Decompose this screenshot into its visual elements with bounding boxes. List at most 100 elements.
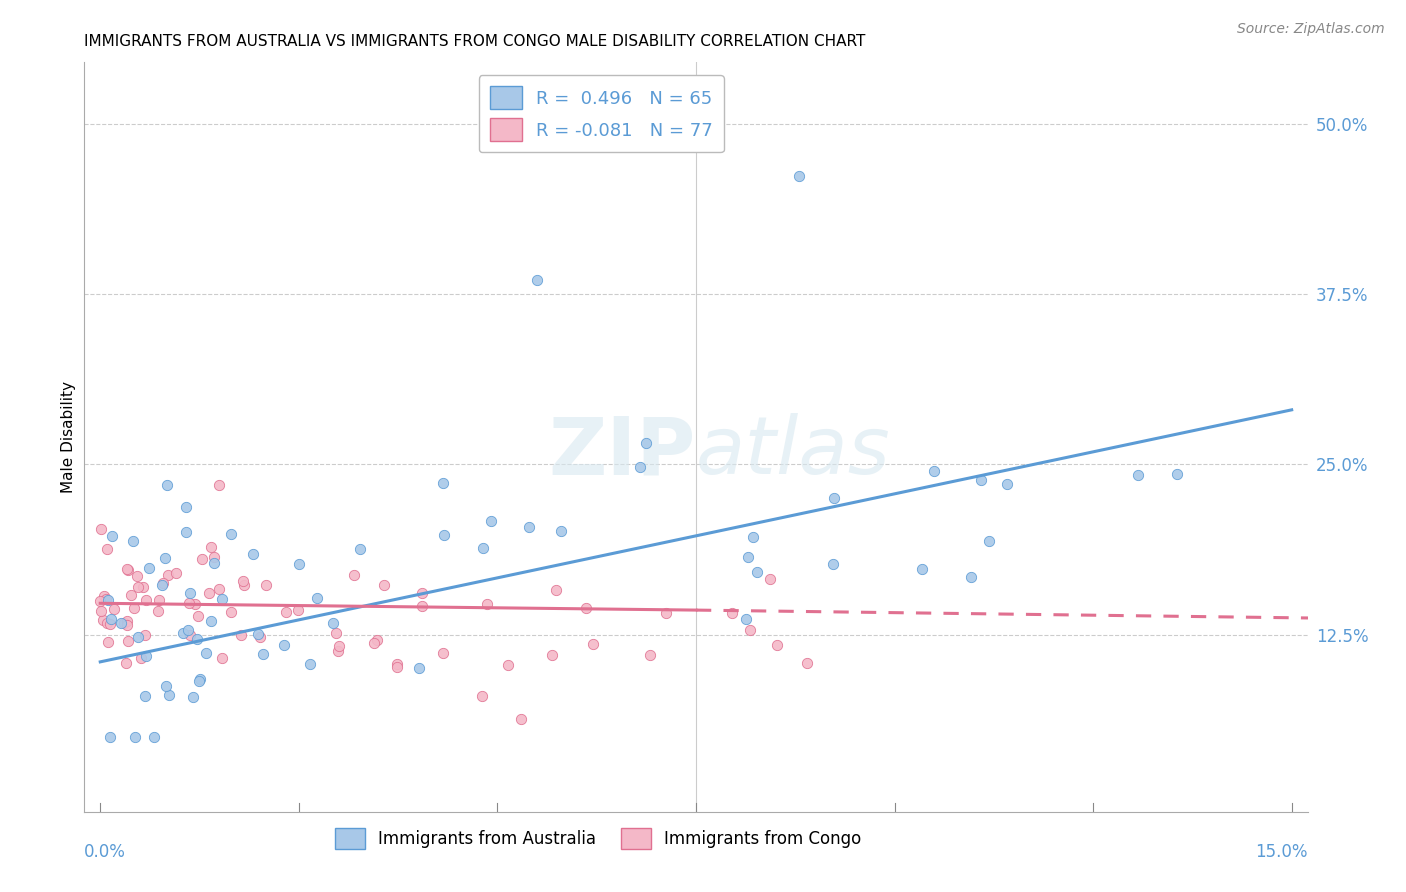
- Point: [177, 596, 200, 610]
- Point: [117, 562, 139, 576]
- Point: [541, 648, 564, 662]
- Point: [115, 618, 138, 632]
- Point: [188, 673, 211, 688]
- Point: [200, 614, 222, 628]
- Point: [232, 578, 254, 592]
- Text: Source: ZipAtlas.com: Source: ZipAtlas.com: [1237, 22, 1385, 37]
- Point: [575, 600, 598, 615]
- Point: [98, 617, 121, 632]
- Point: [628, 460, 651, 475]
- Point: [211, 591, 233, 606]
- Point: [274, 606, 297, 620]
- Point: [922, 464, 945, 478]
- Point: [823, 491, 845, 505]
- Point: [470, 689, 492, 703]
- Point: [94, 592, 117, 607]
- Point: [96, 541, 118, 556]
- Point: [177, 623, 200, 637]
- Point: [737, 549, 759, 564]
- Point: [135, 592, 157, 607]
- Point: [97, 635, 120, 649]
- Point: [526, 273, 548, 287]
- Point: [387, 659, 409, 673]
- Point: [496, 658, 519, 673]
- Point: [186, 632, 208, 646]
- Point: [90, 522, 112, 536]
- Point: [433, 528, 456, 542]
- Point: [960, 570, 983, 584]
- Point: [179, 586, 201, 600]
- Point: [155, 550, 177, 565]
- Point: [517, 519, 540, 533]
- Point: [208, 582, 231, 596]
- Point: [152, 575, 174, 590]
- Point: [432, 647, 454, 661]
- Point: [742, 530, 765, 544]
- Point: [211, 650, 233, 665]
- Point: [411, 599, 433, 614]
- Point: [745, 566, 768, 580]
- Point: [979, 533, 1001, 548]
- Point: [134, 628, 156, 642]
- Legend: Immigrants from Australia, Immigrants from Congo: Immigrants from Australia, Immigrants fr…: [328, 822, 869, 855]
- Point: [766, 638, 789, 652]
- Point: [363, 636, 385, 650]
- Point: [155, 679, 177, 693]
- Point: [146, 604, 169, 618]
- Point: [188, 672, 211, 686]
- Point: [115, 614, 138, 628]
- Point: [127, 631, 149, 645]
- Point: [143, 730, 166, 744]
- Point: [219, 606, 242, 620]
- Point: [122, 600, 145, 615]
- Point: [202, 550, 225, 565]
- Point: [156, 477, 179, 491]
- Point: [349, 542, 371, 557]
- Point: [970, 474, 993, 488]
- Point: [100, 612, 122, 626]
- Point: [1126, 467, 1149, 482]
- Point: [117, 634, 139, 648]
- Point: [91, 613, 114, 627]
- Point: [328, 640, 350, 654]
- Point: [911, 562, 934, 576]
- Point: [325, 625, 347, 640]
- Point: [373, 578, 395, 592]
- Point: [135, 648, 157, 663]
- Point: [242, 547, 264, 561]
- Point: [740, 623, 762, 637]
- Point: [157, 567, 180, 582]
- Point: [103, 602, 125, 616]
- Point: [148, 592, 170, 607]
- Point: [550, 524, 572, 538]
- Point: [202, 556, 225, 570]
- Point: [98, 730, 121, 744]
- Point: [117, 563, 139, 577]
- Point: [208, 477, 231, 491]
- Point: [546, 582, 568, 597]
- Point: [176, 524, 198, 539]
- Point: [93, 589, 115, 603]
- Point: [638, 648, 661, 662]
- Point: [477, 597, 499, 611]
- Point: [343, 567, 366, 582]
- Point: [157, 688, 180, 702]
- Point: [655, 606, 678, 620]
- Point: [127, 580, 149, 594]
- Point: [328, 644, 350, 658]
- Point: [249, 630, 271, 644]
- Point: [1166, 467, 1188, 481]
- Point: [759, 572, 782, 586]
- Point: [479, 514, 502, 528]
- Point: [995, 476, 1018, 491]
- Text: ZIP: ZIP: [548, 413, 696, 491]
- Point: [273, 638, 295, 652]
- Point: [287, 557, 309, 571]
- Point: [181, 690, 204, 704]
- Point: [131, 580, 153, 594]
- Point: [247, 627, 270, 641]
- Point: [298, 657, 321, 672]
- Point: [823, 557, 845, 571]
- Point: [200, 540, 222, 554]
- Point: [90, 604, 112, 618]
